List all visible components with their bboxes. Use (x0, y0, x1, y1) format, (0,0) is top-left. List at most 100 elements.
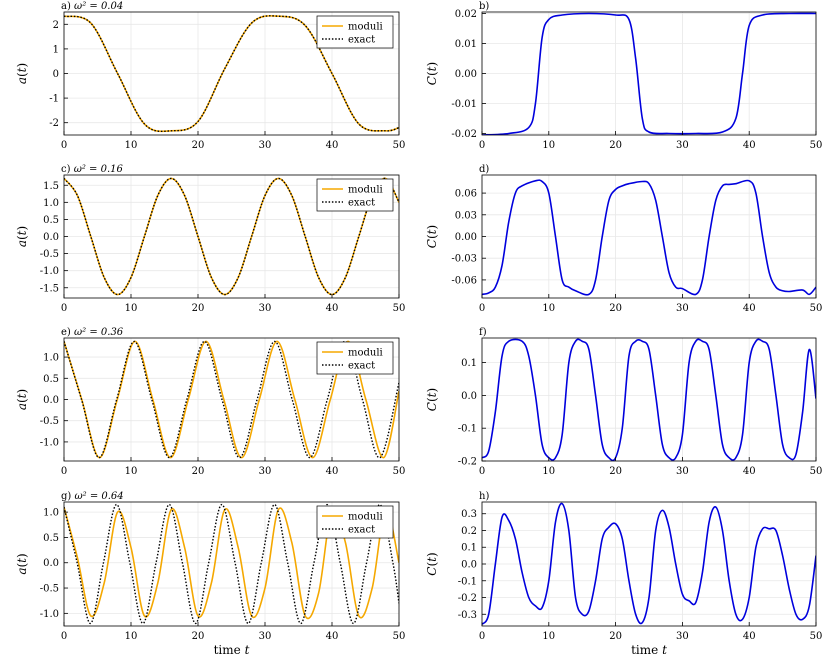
x-tick-label: 40 (326, 466, 339, 477)
legend-label-exact: exact (348, 525, 375, 536)
x-tick-label: 50 (393, 140, 406, 151)
series-line-moduli (64, 177, 399, 296)
y-tick-label: -0.2 (458, 593, 477, 604)
y-tick-label: -0.02 (451, 129, 477, 140)
panel-title: e) ω² = 0.36 (61, 327, 124, 338)
y-tick-label: -0.1 (458, 424, 477, 435)
x-tick-label: 50 (393, 303, 406, 314)
x-tick-label: 0 (61, 466, 67, 477)
x-tick-label: 30 (259, 631, 272, 642)
plot-frame (63, 501, 400, 627)
legend-label-moduli: moduli (348, 22, 383, 33)
x-tick-label: 10 (542, 466, 555, 477)
y-tick-label: 0.03 (455, 210, 477, 221)
x-tick-label: 50 (810, 140, 823, 151)
y-tick-label: 0.06 (455, 189, 477, 200)
y-tick-label: -0.01 (451, 99, 477, 110)
y-tick-label: 1.5 (43, 181, 59, 192)
y-tick-label: 0.0 (43, 395, 59, 406)
x-tick-label: 0 (61, 631, 67, 642)
y-tick-label: 1.0 (43, 353, 59, 364)
x-tick-label: 20 (192, 466, 205, 477)
y-tick-label: -1.0 (40, 609, 59, 620)
x-tick-label: 0 (479, 303, 485, 314)
x-axis-label: time t (214, 643, 250, 657)
x-tick-label: 10 (125, 303, 138, 314)
y-axis-label: a(t) (15, 389, 29, 410)
y-tick-label: 1.0 (43, 508, 59, 519)
x-tick-label: 50 (810, 631, 823, 642)
legend: moduli exact (316, 178, 394, 212)
x-axis-label: time t (631, 643, 667, 657)
y-tick-label: 0 (53, 69, 59, 80)
y-tick-label: 1.0 (43, 198, 59, 209)
panel-b: 0 10 20 30 40 50 -0.02 -0.01 0.00 0.01 0.02b) C(t) (425, 1, 822, 151)
y-axis-label: a(t) (15, 226, 29, 247)
x-tick-label: 20 (192, 631, 205, 642)
x-tick-label: 20 (192, 303, 205, 314)
y-axis-label: C(t) (425, 225, 439, 248)
x-tick-label: 0 (479, 140, 485, 151)
x-tick-label: 30 (676, 303, 689, 314)
x-tick-label: 10 (542, 303, 555, 314)
x-tick-label: 30 (676, 140, 689, 151)
y-tick-label: 0.5 (43, 533, 59, 544)
legend: moduli exact (316, 341, 394, 375)
x-tick-label: 40 (743, 466, 756, 477)
panel-d: 0 10 20 30 40 50 -0.06 -0.03 0.00 0.03 0.06 d) C(t) (425, 164, 822, 314)
panel-c: 0 10 20 30 40 50 -1.5 -1.0 -0.5 0.0 0.5 1.0 1.5c) ω²… (15, 164, 405, 314)
x-tick-label: 10 (125, 140, 138, 151)
legend: moduli exact (316, 15, 394, 49)
panel-title: b) (479, 1, 489, 12)
y-axis-label: C(t) (425, 388, 439, 411)
legend-label-exact: exact (348, 35, 375, 46)
y-tick-label: -0.2 (458, 457, 477, 468)
panel-a: 0 10 20 30 40 50 -2 -1 0 1 2a) ω² = 0.04 a(t) moduli… (15, 1, 405, 151)
panel-title: c) ω² = 0.16 (61, 164, 123, 175)
x-tick-label: 20 (609, 631, 622, 642)
y-tick-label: 0.00 (455, 232, 477, 243)
x-tick-label: 40 (326, 631, 339, 642)
y-tick-label: 0.2 (461, 526, 477, 537)
y-tick-label: 0.0 (43, 232, 59, 243)
x-tick-label: 10 (542, 140, 555, 151)
x-tick-label: 0 (61, 303, 67, 314)
y-tick-label: -0.5 (40, 416, 59, 427)
panel-h: 0 10 20 30 40 50 -0.3 -0.2 -0.1 0.0 0.1 0.2 0.3h) C(t… (425, 491, 822, 657)
y-tick-label: -1.0 (40, 437, 59, 448)
y-tick-label: -1.0 (40, 266, 59, 277)
x-tick-label: 10 (542, 631, 555, 642)
panel-title: a) ω² = 0.04 (61, 1, 123, 12)
panel-f: 0 10 20 30 40 50 -0.2 -0.1 0.0 0.1 f) C(t) (425, 327, 822, 477)
panel-e: 0 10 20 30 40 50 -1.0 -0.5 0.0 0.5 1.0 e) ω² = 0.36… (15, 327, 405, 477)
x-tick-label: 30 (259, 466, 272, 477)
y-tick-label: -0.5 (40, 584, 59, 595)
y-axis-label: a(t) (15, 63, 29, 84)
x-tick-label: 10 (125, 466, 138, 477)
y-tick-label: 0.0 (43, 558, 59, 569)
legend-label-moduli: moduli (348, 185, 383, 196)
x-tick-label: 10 (125, 631, 138, 642)
panel-title: h) (479, 491, 489, 502)
x-tick-label: 50 (810, 466, 823, 477)
x-tick-label: 30 (676, 466, 689, 477)
y-axis-label: a(t) (15, 553, 29, 574)
plot-frame (481, 337, 817, 462)
y-tick-label: -0.06 (451, 275, 477, 286)
x-tick-label: 30 (676, 631, 689, 642)
series-line-C (482, 502, 816, 625)
y-tick-label: 0.3 (461, 509, 477, 520)
y-tick-label: 2 (53, 20, 59, 31)
y-tick-label: 0.00 (455, 69, 477, 80)
legend-label-exact: exact (348, 361, 375, 372)
x-tick-label: 0 (61, 140, 67, 151)
y-tick-label: 0.01 (455, 39, 477, 50)
y-tick-label: 0.1 (461, 543, 477, 554)
y-tick-label: 0.5 (43, 374, 59, 385)
x-tick-label: 40 (743, 631, 756, 642)
series-line-C (482, 12, 816, 135)
y-tick-label: -0.5 (40, 249, 59, 260)
y-axis-label: C(t) (425, 552, 439, 575)
x-tick-label: 30 (259, 303, 272, 314)
